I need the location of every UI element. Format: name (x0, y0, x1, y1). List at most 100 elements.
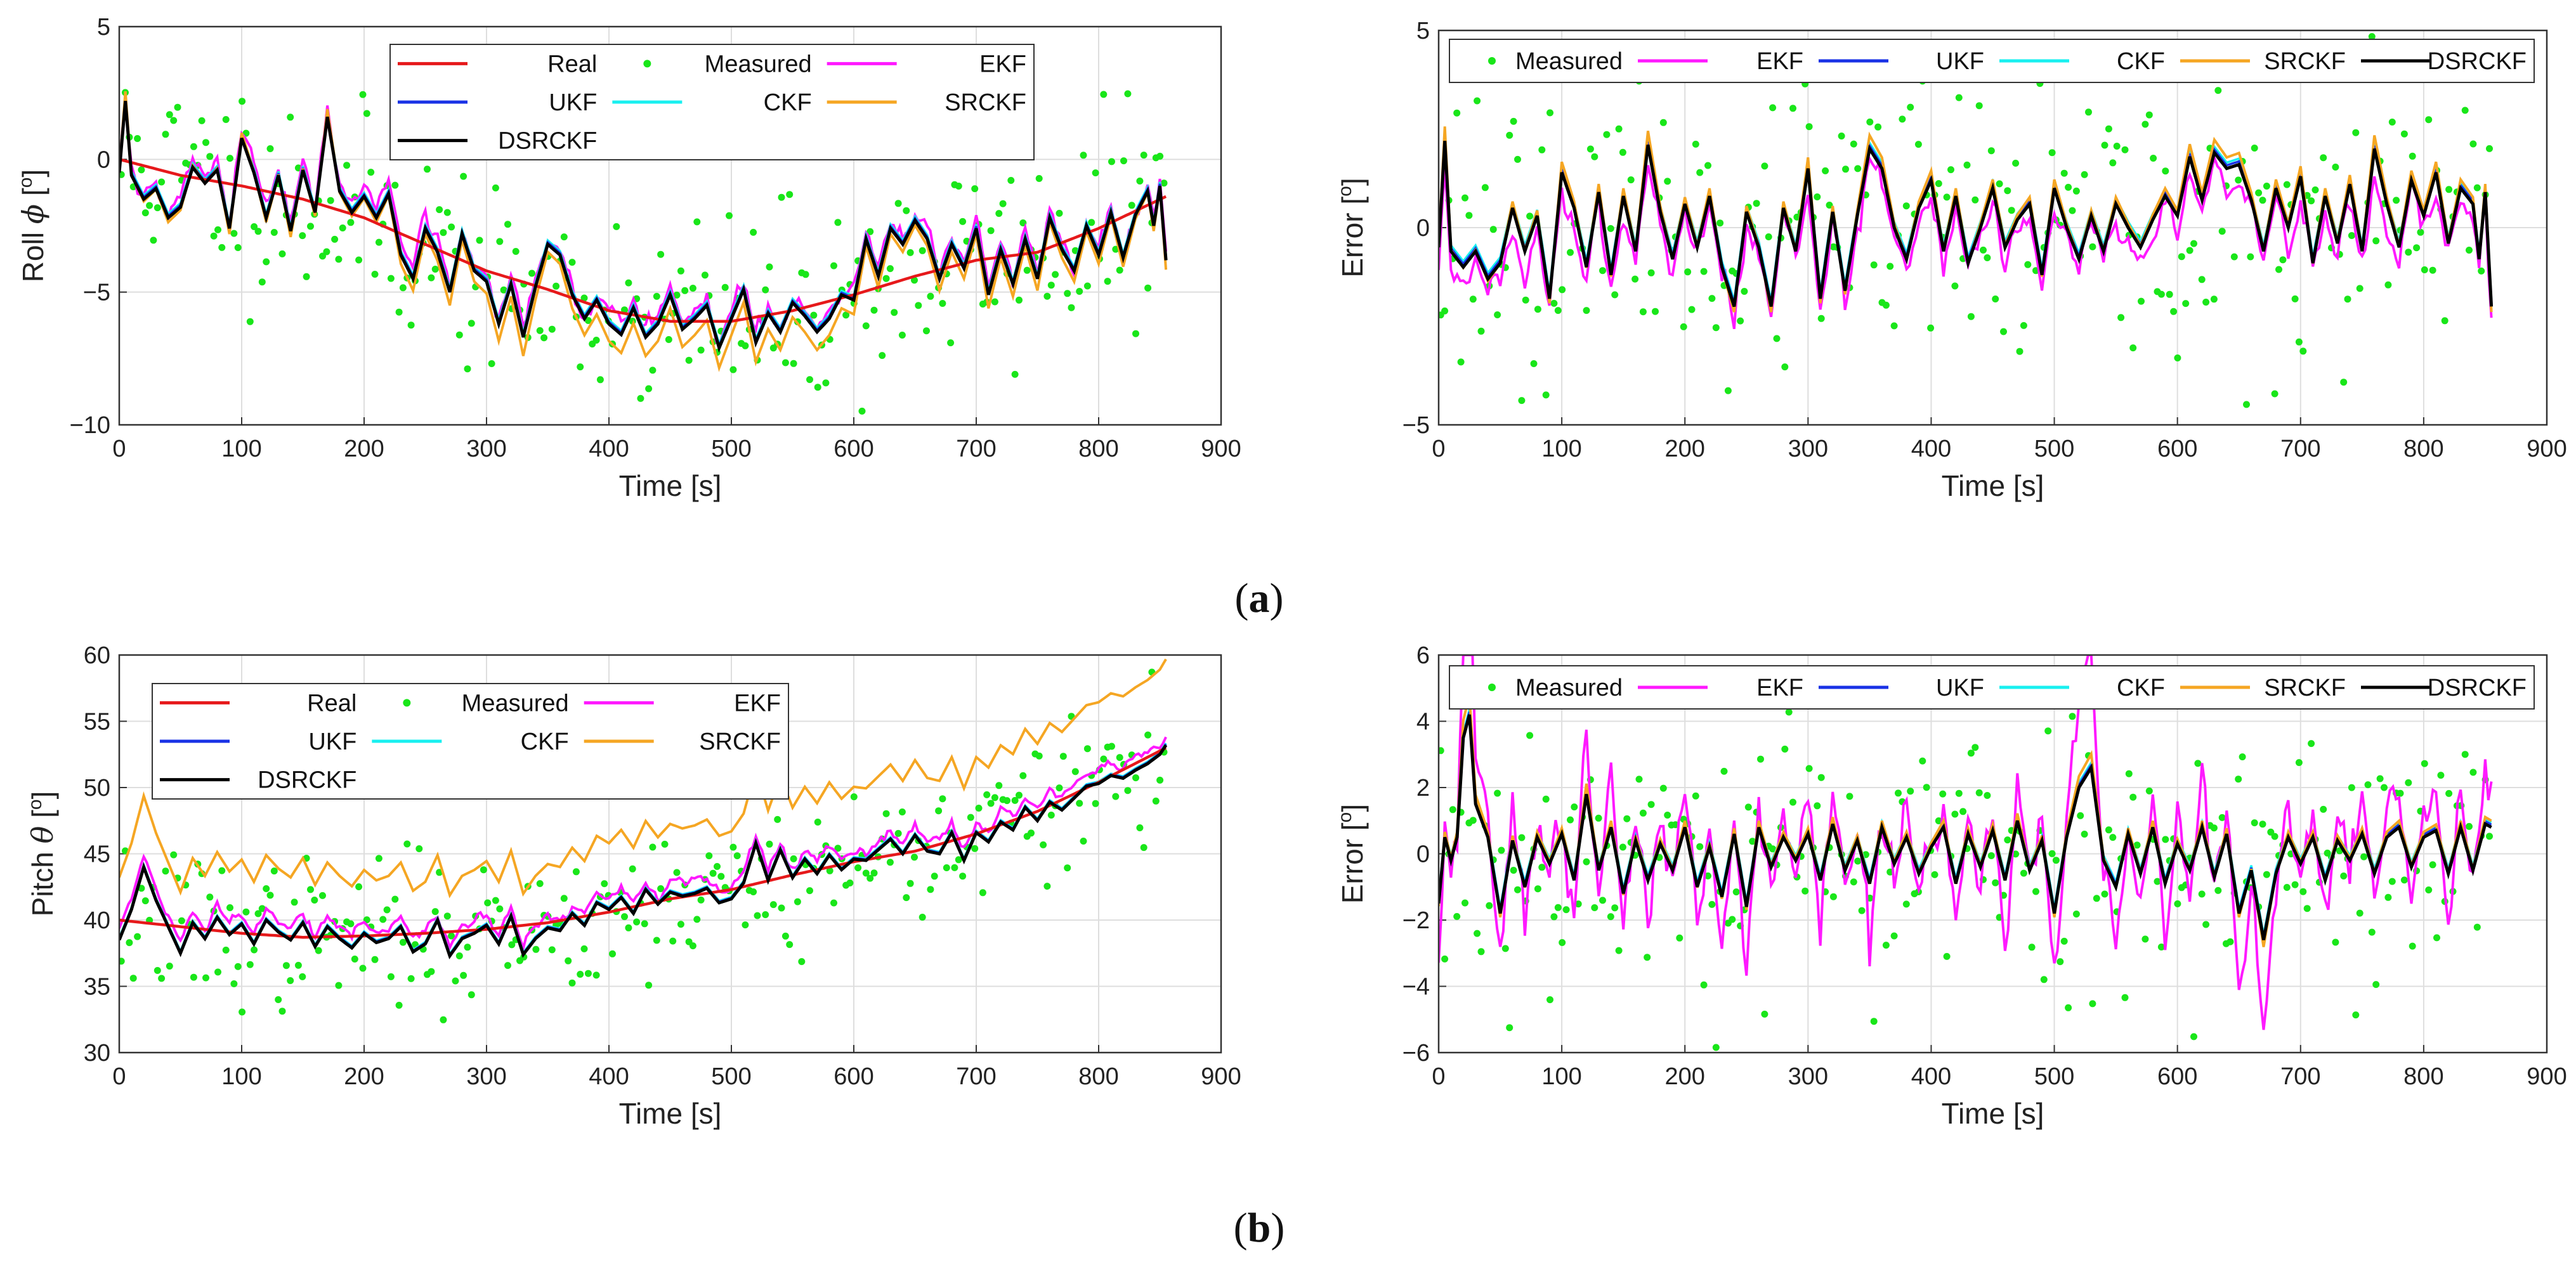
measured-point (1639, 809, 1647, 817)
measured-point (552, 282, 560, 290)
legend-label: UKF (1936, 675, 1984, 701)
measured-point (2235, 176, 2242, 184)
measured-point (2251, 145, 2258, 152)
measured-point (443, 209, 451, 216)
measured-point (2218, 228, 2226, 235)
measured-point (2072, 911, 2080, 918)
measured-point (2145, 111, 2153, 119)
legend-marker (1488, 57, 1496, 65)
x-tick-label: 0 (112, 1063, 126, 1090)
measured-point (383, 906, 391, 914)
legend-label: Measured (462, 690, 569, 717)
measured-point (1591, 153, 1599, 160)
measured-point (158, 178, 166, 186)
legend-item-ekf: EKF (827, 51, 1026, 77)
measured-point (2388, 119, 2396, 126)
measured-point (343, 162, 351, 169)
legend-item-measured: Measured (643, 51, 812, 77)
measured-point (645, 982, 653, 989)
measured-point (2214, 886, 2222, 894)
measured-point (1064, 290, 1071, 297)
measured-point (1136, 824, 1144, 831)
measured-point (1100, 755, 1108, 763)
measured-point (935, 807, 943, 815)
measured-point (2364, 781, 2372, 789)
measured-point (1489, 226, 1497, 233)
measured-point (170, 851, 178, 859)
measured-point (2089, 243, 2096, 250)
measured-point (1761, 1010, 1769, 1018)
measured-point (2425, 116, 2433, 124)
measured-point (2174, 354, 2181, 361)
measured-point (2141, 935, 2149, 943)
measured-point (1486, 902, 1493, 909)
measured-point (1951, 810, 1959, 818)
x-tick-label: 100 (221, 436, 261, 462)
measured-point (2182, 300, 2190, 308)
measured-point (1814, 802, 1821, 810)
x-tick-label: 0 (1432, 436, 1445, 462)
measured-point (915, 302, 922, 309)
measured-point (218, 867, 226, 874)
legend-item-ckf: CKF (612, 89, 812, 116)
measured-point (2279, 256, 2287, 264)
measured-point (1083, 745, 1091, 753)
x-tick-label: 0 (1432, 1063, 1445, 1090)
measured-point (2388, 878, 2396, 885)
measured-point (270, 867, 278, 875)
chart-panels: 0 100 200 300 400 500 600 700 800 900−10−505Time … (15, 14, 2567, 1130)
plot-area (119, 658, 1168, 1023)
measured-point (2376, 775, 2384, 782)
measured-point (906, 879, 914, 887)
measured-point (1644, 954, 1651, 961)
y-tick-label: 35 (84, 974, 110, 1001)
measured-point (1469, 817, 1477, 824)
measured-point (2117, 314, 2125, 321)
measured-point (939, 795, 946, 803)
measured-point (1805, 765, 1813, 772)
y-tick-label: −5 (83, 280, 110, 306)
measured-point (2368, 928, 2376, 936)
measured-point (2230, 253, 2238, 261)
measured-point (415, 845, 423, 852)
measured-point (1583, 307, 1590, 315)
measured-point (592, 971, 600, 979)
measured-point (2429, 266, 2436, 274)
measured-point (577, 363, 584, 371)
measured-point (2352, 1011, 2360, 1019)
measured-point (701, 271, 709, 279)
measured-point (1011, 370, 1019, 378)
measured-point (2360, 853, 2368, 860)
x-tick-label: 300 (466, 1063, 506, 1090)
x-tick-label: 300 (1788, 1063, 1828, 1090)
measured-point (1781, 363, 1789, 371)
measured-point (2004, 836, 2011, 844)
measured-point (1700, 268, 1708, 275)
x-tick-label: 600 (834, 1063, 873, 1090)
measured-point (548, 325, 556, 333)
measured-point (1559, 286, 1566, 294)
measured-point (2239, 753, 2246, 761)
measured-point (1498, 847, 1505, 854)
measured-point (2194, 760, 2202, 767)
measured-point (2000, 328, 2007, 335)
measured-point (1562, 906, 1570, 914)
measured-point (1923, 784, 1930, 791)
measured-point (2396, 789, 2404, 797)
x-tick-label: 800 (2403, 1063, 2443, 1090)
measured-point (1850, 878, 1857, 886)
measured-point (870, 306, 878, 314)
measured-point (1599, 897, 1606, 904)
measured-point (1680, 323, 1687, 330)
measured-point (1441, 307, 1449, 315)
measured-point (2020, 869, 2027, 877)
measured-point (1104, 278, 1111, 285)
measured-point (399, 938, 407, 946)
plot-area (1439, 33, 2494, 408)
measured-point (2400, 876, 2408, 884)
legend-item-measured: Measured (1488, 675, 1623, 701)
measured-point (882, 275, 890, 282)
measured-point (830, 262, 837, 269)
measured-point (2101, 890, 2109, 898)
measured-point (1817, 315, 1825, 322)
